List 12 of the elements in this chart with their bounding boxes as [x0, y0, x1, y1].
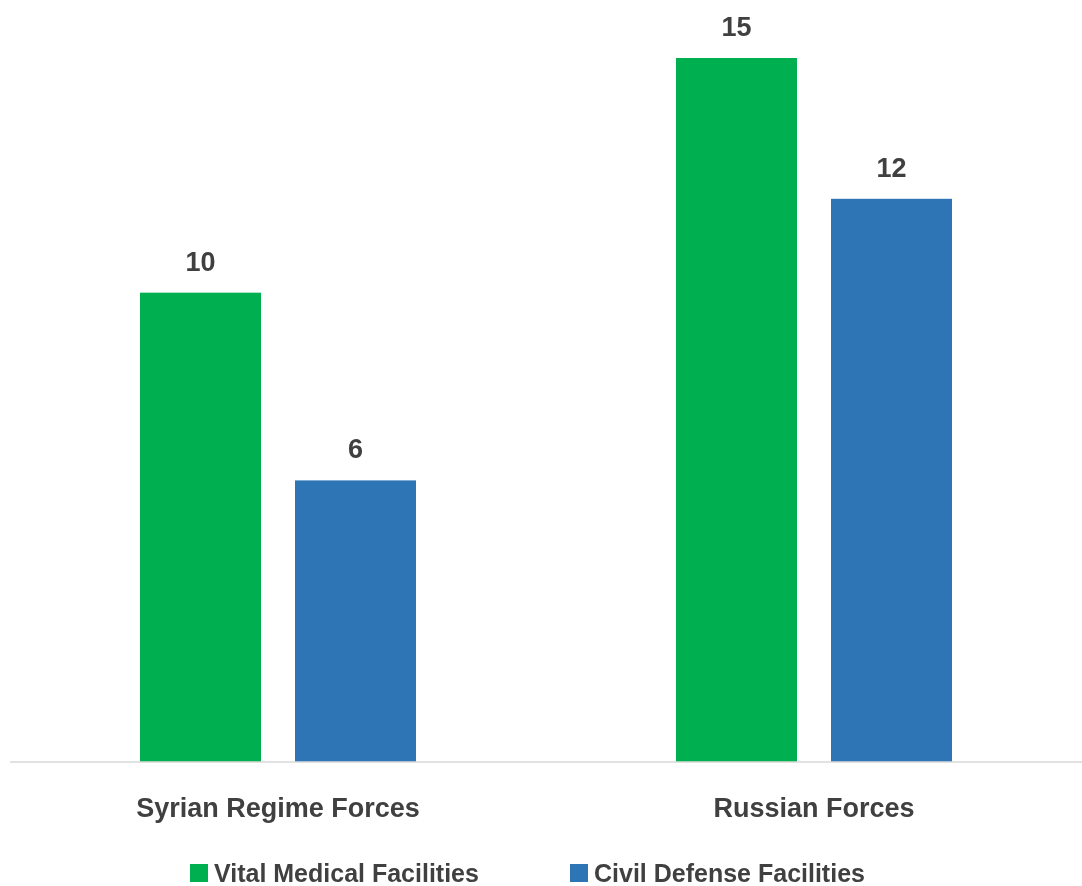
x-tick-label: Russian Forces	[713, 793, 915, 823]
bar	[831, 198, 952, 762]
bar	[140, 292, 261, 762]
x-tick-label: Syrian Regime Forces	[136, 793, 420, 823]
legend-label: Civil Defense Facilities	[594, 859, 865, 886]
data-label: 10	[185, 246, 216, 277]
bar	[676, 58, 797, 762]
legend-label: Vital Medical Facilities	[214, 859, 479, 886]
bar	[295, 480, 416, 762]
data-label: 15	[721, 12, 752, 42]
data-label: 6	[347, 434, 364, 465]
data-label: 12	[876, 152, 907, 183]
